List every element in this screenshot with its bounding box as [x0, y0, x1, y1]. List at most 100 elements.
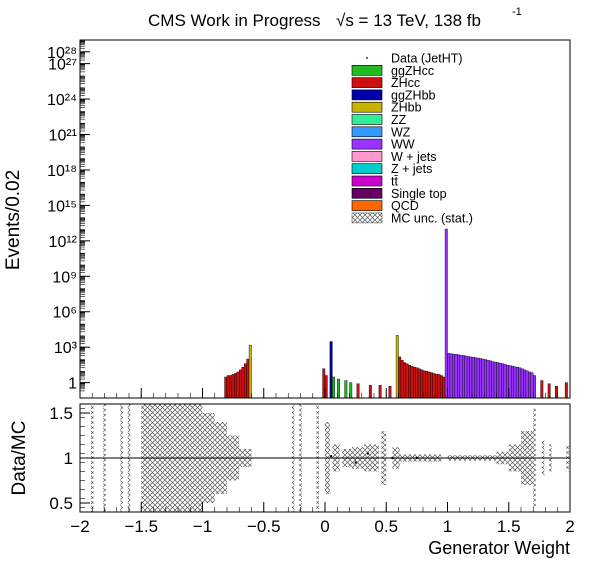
- histogram-bin: [398, 356, 402, 399]
- histogram-bin: [439, 375, 443, 399]
- y-tick-label: 10⁶: [53, 305, 77, 322]
- legend-entry: WZ: [351, 125, 411, 139]
- histogram-bin: [462, 355, 465, 399]
- histogram-bin: [427, 371, 431, 399]
- histogram-bin: [241, 367, 245, 399]
- histogram-bin: [442, 376, 446, 399]
- histogram-bin: [444, 228, 448, 399]
- ratio-point: [366, 452, 370, 455]
- x-tick-label: 0: [320, 517, 329, 536]
- legend-swatch: [351, 126, 383, 138]
- x-tick-label: −0.5: [247, 517, 281, 536]
- main-ylabel: Events/0.02: [3, 170, 24, 270]
- chart-title: CMS Work in Progress: [148, 11, 321, 30]
- y-tick-label: 1: [68, 376, 77, 393]
- legend-label: WW: [391, 138, 415, 152]
- histogram-bin: [432, 373, 436, 399]
- histogram-bin: [476, 357, 480, 399]
- ratio-ylabel: Data/MC: [9, 421, 30, 496]
- legend-swatch: [351, 212, 383, 224]
- legend-label: QCD: [391, 199, 419, 213]
- main-histogram: [224, 228, 568, 399]
- main-x-ticks: [79, 388, 571, 398]
- legend-entry: ZHbb: [351, 101, 422, 115]
- x-tick-label: 1: [443, 517, 452, 536]
- histogram-bin: [511, 365, 514, 399]
- y-tick-label: 10²⁴: [47, 92, 77, 109]
- x-tick-label: 0.5: [374, 517, 398, 536]
- histogram-bin: [564, 382, 568, 399]
- legend-label: MC unc. (stat.): [391, 211, 473, 225]
- y-tick-label: 10²⁸: [47, 45, 77, 62]
- histogram-bin: [464, 355, 468, 399]
- histogram-bin: [422, 370, 426, 399]
- histogram-bin: [525, 370, 529, 399]
- ratio-x-axis: −2 −1.5 −1 −0.5 0 0.5 1 1.5 2: [70, 502, 575, 536]
- histogram-bin: [403, 362, 407, 399]
- ratio-panel: 0.5 1 1.5 −2 −1.5 −1 −0.5 0 0.5 1 1.5 2 Data/MC Ge…: [9, 403, 575, 558]
- ratio-y-tick-label: 1: [64, 449, 73, 468]
- legend-entry: tt̄: [351, 175, 398, 189]
- histogram-bin: [547, 383, 551, 399]
- histogram-bin: [474, 357, 478, 399]
- histogram-bin: [410, 365, 414, 399]
- histogram-bin: [435, 374, 438, 399]
- y-tick-label: 10¹⁸: [47, 163, 77, 180]
- legend-entry: Z + jets: [351, 162, 432, 176]
- legend-swatch: [351, 175, 383, 187]
- histogram-bin: [530, 372, 534, 399]
- y-tick-label: 10²⁷: [48, 57, 77, 74]
- legend-swatch: [351, 101, 383, 113]
- histogram-bin: [486, 359, 490, 399]
- legend-label: Single top: [391, 187, 447, 201]
- histogram-bin: [449, 353, 453, 399]
- histogram-bin: [452, 353, 456, 399]
- histogram-bin: [248, 344, 252, 399]
- histogram-bin: [481, 358, 485, 399]
- legend-entry: ZHcc: [351, 76, 420, 90]
- histogram-bin: [226, 375, 230, 399]
- ratio-point: [329, 455, 333, 458]
- lumi-superscript: -1: [512, 6, 522, 18]
- legend-entry: MC unc. (stat.): [351, 211, 473, 225]
- legend-entry: ggZHcc: [351, 64, 434, 78]
- histogram-bin: [533, 375, 536, 399]
- legend-swatch: [351, 200, 383, 211]
- legend-swatch: [351, 114, 383, 125]
- legend-label: Z + jets: [391, 162, 432, 176]
- histogram-bin: [496, 362, 500, 399]
- histogram-bin: [425, 371, 429, 399]
- main-frame: [79, 39, 571, 399]
- x-tick-label: −2: [70, 517, 89, 536]
- histogram-bin: [484, 359, 487, 399]
- energy-lumi: √s = 13 TeV, 138 fb: [336, 11, 481, 30]
- histogram-bin: [520, 368, 524, 399]
- legend-swatch: [351, 65, 383, 76]
- legend: Data (JetHT)ggZHccZHccggZHbbZHbbZZWZWWW …: [351, 52, 473, 225]
- histogram-bin: [513, 366, 517, 399]
- x-tick-label: −1: [193, 517, 212, 536]
- legend-swatch: [351, 188, 383, 199]
- histogram-bin: [523, 369, 527, 399]
- histogram-bin: [337, 378, 340, 399]
- histogram-bin: [378, 385, 382, 399]
- histogram-bin: [503, 364, 507, 399]
- legend-entry: Data (JetHT): [366, 52, 463, 66]
- legend-label: tt̄: [391, 175, 398, 189]
- histogram-bin: [417, 368, 421, 399]
- legend-label: ZZ: [391, 113, 407, 127]
- histogram-bin: [515, 367, 519, 399]
- ratio-y-tick-label: 0.5: [49, 494, 73, 513]
- histogram-bin: [479, 358, 483, 399]
- histogram-bin: [466, 356, 470, 399]
- histogram-bin: [413, 367, 416, 399]
- histogram-bin: [400, 359, 404, 399]
- histogram-bin: [469, 356, 473, 399]
- legend-entry: W + jets: [351, 150, 437, 164]
- histogram-bin: [405, 363, 409, 399]
- histogram-bin: [395, 335, 399, 399]
- histogram-bin: [471, 357, 475, 399]
- histogram-bin: [231, 374, 235, 399]
